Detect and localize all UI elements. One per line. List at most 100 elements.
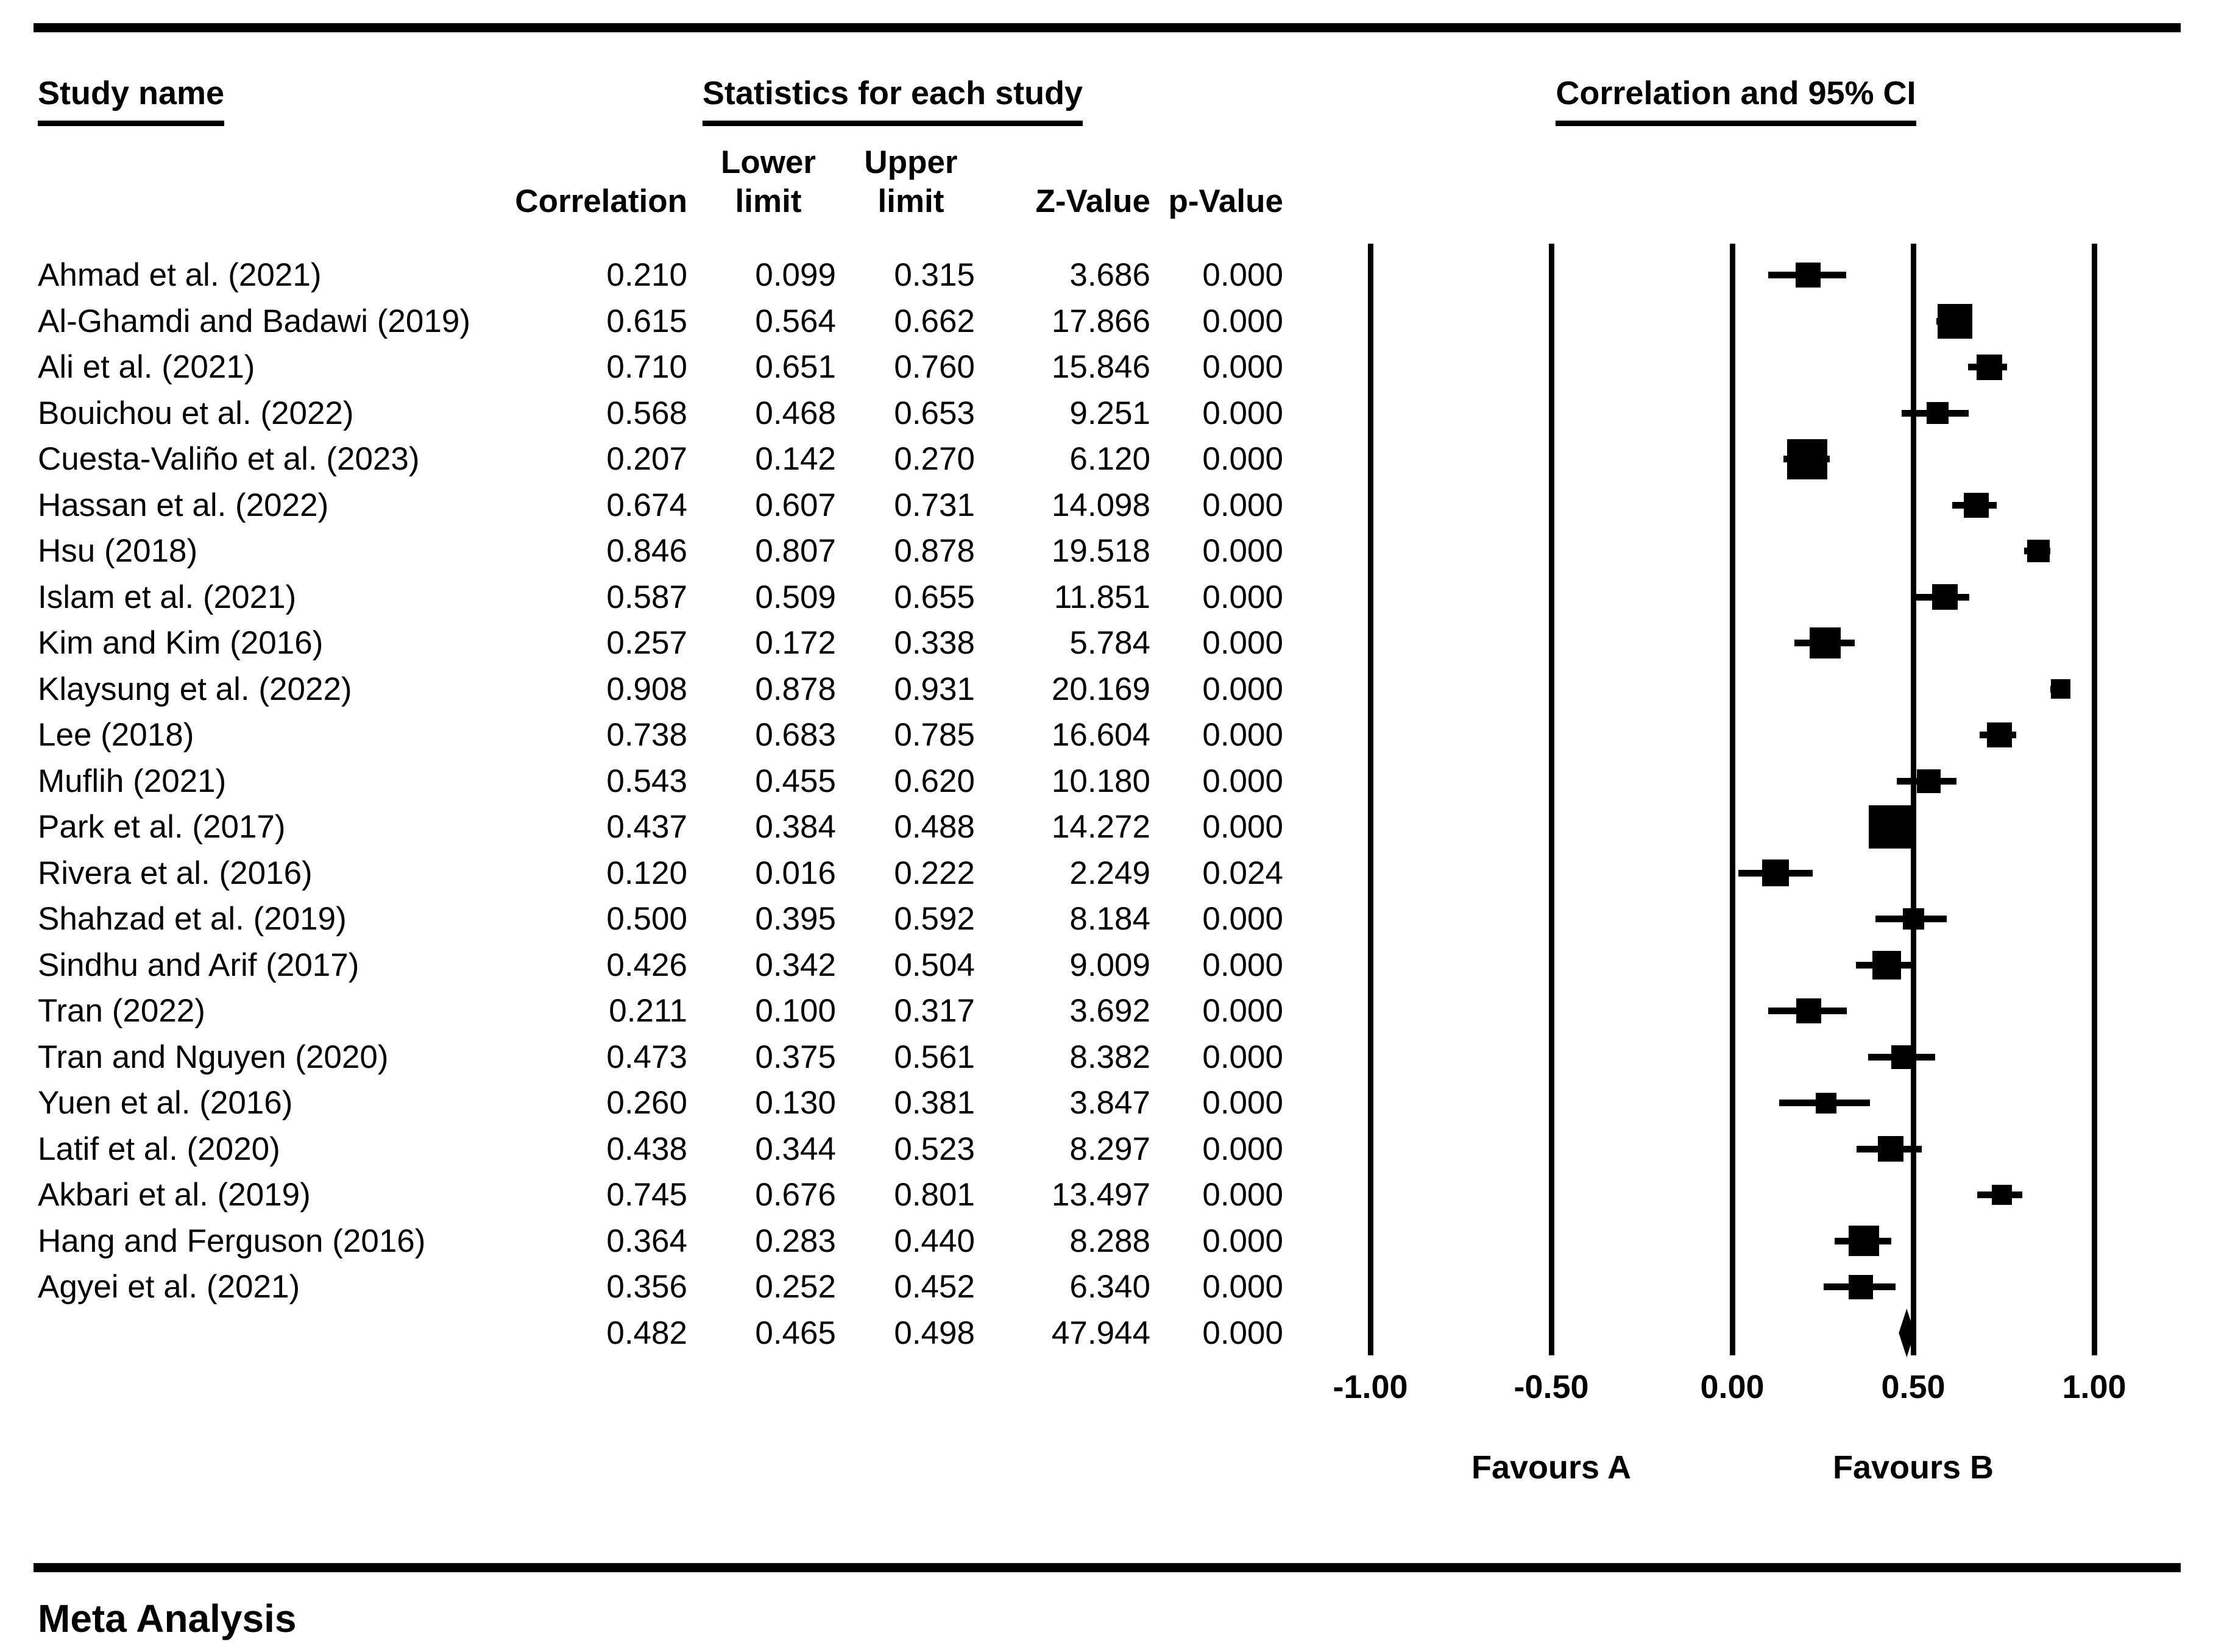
study-name-cell: Ahmad et al. (2021) [38, 257, 322, 293]
upper-limit-cell: 0.523 [894, 1131, 975, 1167]
col-header-z-value: Z-Value [1035, 183, 1150, 219]
correlation-cell: 0.482 [606, 1315, 687, 1351]
effect-square [1932, 584, 1958, 610]
table-row: Kim and Kim (2016) 0.257 0.172 0.338 5.784 0.… [0, 620, 1322, 666]
correlation-cell: 0.543 [606, 763, 687, 799]
p-value-cell: 0.000 [1202, 901, 1283, 937]
z-value-cell: 19.518 [1051, 533, 1150, 569]
p-value-cell: 0.000 [1202, 1039, 1283, 1075]
z-value-cell: 9.251 [1069, 395, 1150, 431]
upper-limit-cell: 0.270 [894, 441, 975, 477]
axis-gridline [1910, 244, 1916, 1355]
lower-limit-cell: 0.455 [755, 763, 836, 799]
correlation-cell: 0.568 [606, 395, 687, 431]
summary-row: 0.482 0.465 0.498 47.944 0.000 [0, 1310, 1322, 1357]
correlation-cell: 0.257 [606, 625, 687, 661]
p-value-cell: 0.000 [1202, 947, 1283, 983]
p-value-cell: 0.000 [1202, 1131, 1283, 1167]
effect-square [1849, 1226, 1880, 1257]
col-header-lower-line2: limit [735, 183, 802, 219]
p-value-cell: 0.000 [1202, 1085, 1283, 1121]
upper-limit-cell: 0.731 [894, 487, 975, 523]
z-value-cell: 8.297 [1069, 1131, 1150, 1167]
lower-limit-cell: 0.375 [755, 1039, 836, 1075]
table-row: Sindhu and Arif (2017) 0.426 0.342 0.504 9.0… [0, 942, 1322, 989]
z-value-cell: 6.340 [1069, 1269, 1150, 1305]
table-row: Hsu (2018) 0.846 0.807 0.878 19.518 0.000 [0, 528, 1322, 574]
axis-gridline [1548, 244, 1554, 1355]
correlation-cell: 0.615 [606, 303, 687, 339]
study-name-cell: Islam et al. (2021) [38, 579, 297, 615]
correlation-cell: 0.211 [609, 993, 687, 1029]
effect-square [1992, 1185, 2013, 1205]
p-value-cell: 0.000 [1202, 533, 1283, 569]
p-value-cell: 0.000 [1202, 1315, 1283, 1351]
lower-limit-cell: 0.651 [755, 349, 836, 385]
axis-tick-label: -0.50 [1514, 1369, 1589, 1405]
lower-limit-cell: 0.344 [755, 1131, 836, 1167]
z-value-cell: 14.272 [1051, 809, 1150, 845]
effect-square [1796, 263, 1821, 288]
study-name-cell: Agyei et al. (2021) [38, 1269, 300, 1305]
upper-limit-cell: 0.760 [894, 349, 975, 385]
correlation-cell: 0.587 [606, 579, 687, 615]
effect-square [1869, 805, 1913, 849]
top-rule [34, 23, 2181, 32]
study-name-cell: Latif et al. (2020) [38, 1131, 280, 1167]
study-name-cell: Shahzad et al. (2019) [38, 901, 347, 937]
study-name-cell: Ali et al. (2021) [38, 349, 255, 385]
p-value-cell: 0.000 [1202, 395, 1283, 431]
z-value-cell: 9.009 [1069, 947, 1150, 983]
favours-left-label: Favours A [1471, 1449, 1632, 1486]
favours-right-label: Favours B [1832, 1449, 1994, 1486]
z-value-cell: 20.169 [1051, 671, 1150, 707]
lower-limit-cell: 0.564 [755, 303, 836, 339]
study-name-cell: Tran and Nguyen (2020) [38, 1039, 389, 1075]
correlation-cell: 0.437 [606, 809, 687, 845]
correlation-cell: 0.210 [606, 257, 687, 293]
statistics-header-label: Statistics for each study [702, 74, 1083, 126]
z-value-cell: 14.098 [1051, 487, 1150, 523]
p-value-cell: 0.000 [1202, 671, 1283, 707]
p-value-cell: 0.000 [1202, 763, 1283, 799]
z-value-cell: 2.249 [1069, 855, 1150, 891]
p-value-cell: 0.000 [1202, 809, 1283, 845]
lower-limit-cell: 0.395 [755, 901, 836, 937]
figure-title: Meta Analysis [38, 1597, 297, 1640]
study-name-cell: Hsu (2018) [38, 533, 198, 569]
effect-square [1927, 402, 1949, 425]
lower-limit-cell: 0.172 [755, 625, 836, 661]
correlation-cell: 0.260 [606, 1085, 687, 1121]
correlation-cell: 0.426 [606, 947, 687, 983]
p-value-cell: 0.000 [1202, 441, 1283, 477]
upper-limit-cell: 0.655 [894, 579, 975, 615]
table-row: Park et al. (2017) 0.437 0.384 0.488 14.272 0… [0, 804, 1322, 850]
z-value-cell: 8.382 [1069, 1039, 1150, 1075]
p-value-cell: 0.000 [1202, 487, 1283, 523]
upper-limit-cell: 0.452 [894, 1269, 975, 1305]
study-name-cell: Lee (2018) [38, 717, 194, 753]
lower-limit-cell: 0.683 [755, 717, 836, 753]
p-value-cell: 0.000 [1202, 1269, 1283, 1305]
correlation-cell: 0.500 [606, 901, 687, 937]
z-value-cell: 6.120 [1069, 441, 1150, 477]
upper-limit-cell: 0.338 [894, 625, 975, 661]
axis-tick-label: 1.00 [2062, 1369, 2126, 1405]
table-row: Lee (2018) 0.738 0.683 0.785 16.604 0.000 [0, 712, 1322, 758]
effect-square [1762, 860, 1790, 887]
study-name-header: Study name [38, 74, 225, 126]
lower-limit-cell: 0.130 [755, 1085, 836, 1121]
effect-square [1937, 303, 1972, 339]
z-value-cell: 13.497 [1051, 1177, 1150, 1213]
table-row: Latif et al. (2020) 0.438 0.344 0.523 8.297 0… [0, 1126, 1322, 1173]
lower-limit-cell: 0.252 [755, 1269, 836, 1305]
effect-square [1963, 492, 1989, 518]
lower-limit-cell: 0.607 [755, 487, 836, 523]
upper-limit-cell: 0.620 [894, 763, 975, 799]
effect-square [1986, 722, 2012, 748]
lower-limit-cell: 0.384 [755, 809, 836, 845]
col-header-lower-line1: Lower [720, 144, 816, 180]
study-name-cell: Al-Ghamdi and Badawi (2019) [38, 303, 470, 339]
upper-limit-cell: 0.317 [894, 993, 975, 1029]
z-value-cell: 16.604 [1051, 717, 1150, 753]
